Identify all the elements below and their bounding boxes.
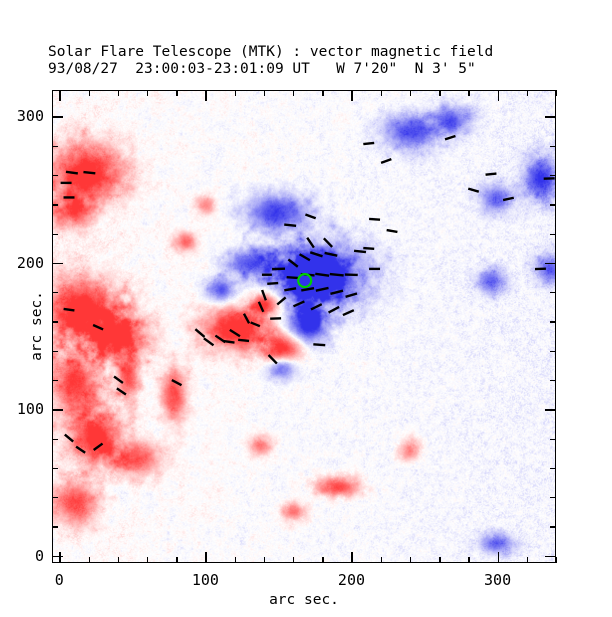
y-tick-60 [52, 467, 58, 470]
x-tick-top-140 [263, 90, 266, 96]
x-tick-280 [468, 557, 470, 563]
x-tick-top-260 [439, 90, 441, 96]
x-tick-top-0 [59, 90, 61, 101]
y-tick-100 [52, 409, 63, 411]
y-tick-label-200: 200 [16, 253, 44, 272]
y-tick-220 [52, 233, 58, 235]
x-tick-top-240 [409, 90, 412, 96]
x-tick-180 [322, 557, 324, 563]
x-tick-220 [380, 557, 383, 563]
y-tick-140 [52, 350, 58, 353]
y-tick-right-180 [550, 292, 556, 294]
x-tick-120 [234, 557, 236, 563]
x-tick-top-180 [322, 90, 324, 96]
y-tick-right-240 [550, 204, 556, 206]
figure-header: Solar Flare Telescope (MTK) : vector mag… [48, 44, 588, 78]
y-tick-160 [52, 321, 58, 323]
x-tick-top-300 [497, 90, 499, 101]
figure-title: Solar Flare Telescope (MTK) : vector mag… [48, 44, 494, 60]
x-tick-260 [439, 557, 441, 563]
magnetogram-image [53, 91, 555, 562]
y-tick-right-0 [545, 555, 556, 558]
x-tick-top-60 [146, 90, 149, 96]
x-tick-60 [146, 557, 149, 563]
y-tick-label-100: 100 [16, 400, 44, 419]
y-tick-20 [52, 526, 58, 528]
y-tick-240 [52, 204, 58, 206]
x-tick-200 [351, 552, 353, 563]
x-tick-top-280 [468, 90, 470, 96]
y-tick-120 [52, 379, 58, 382]
x-tick-label-0: 0 [54, 571, 64, 589]
x-tick-top-120 [234, 90, 236, 96]
y-tick-right-260 [550, 174, 556, 177]
y-tick-right-280 [550, 145, 556, 148]
x-tick-40 [117, 557, 120, 563]
y-tick-right-140 [550, 350, 556, 353]
x-tick-100 [205, 552, 207, 563]
x-tick-20 [88, 557, 90, 563]
y-tick-right-200 [545, 262, 556, 265]
y-tick-260 [52, 174, 58, 177]
x-tick-160 [293, 557, 295, 563]
x-tick-300 [497, 552, 499, 563]
x-tick-top-20 [88, 90, 90, 96]
y-tick-80 [52, 438, 58, 440]
y-tick-label-0: 0 [34, 546, 44, 565]
y-tick-right-20 [550, 526, 556, 528]
x-tick-top-40 [117, 90, 120, 96]
y-tick-right-160 [550, 321, 556, 323]
y-tick-280 [52, 145, 58, 148]
y-tick-right-80 [550, 438, 556, 440]
y-tick-label-300: 300 [16, 107, 44, 126]
y-axis-title: arc sec. [28, 291, 45, 361]
y-tick-right-300 [545, 116, 556, 118]
y-tick-40 [52, 497, 58, 499]
x-tick-top-160 [293, 90, 295, 96]
x-tick-label-300: 300 [484, 571, 512, 589]
y-tick-200 [52, 262, 63, 265]
x-tick-80 [176, 557, 178, 563]
x-tick-top-100 [205, 90, 207, 101]
x-tick-140 [263, 557, 266, 563]
x-tick-label-100: 100 [191, 571, 219, 589]
plot-area [52, 90, 556, 563]
x-tick-top-80 [176, 90, 178, 96]
figure-subtitle: 93/08/27 23:00:03-23:01:09 UT W 7'20" N … [48, 61, 476, 77]
y-tick-right-100 [545, 409, 556, 411]
x-tick-label-200: 200 [337, 571, 366, 589]
x-tick-top-340 [556, 90, 558, 96]
x-tick-340 [556, 557, 558, 563]
x-axis-title: arc sec. [269, 592, 339, 608]
x-tick-320 [526, 557, 529, 563]
y-tick-300 [52, 116, 63, 118]
x-tick-240 [409, 557, 412, 563]
y-tick-right-120 [550, 379, 556, 382]
y-tick-180 [52, 292, 58, 294]
y-tick-right-40 [550, 497, 556, 499]
y-tick-right-60 [550, 467, 556, 470]
x-tick-top-320 [526, 90, 529, 96]
x-tick-top-200 [351, 90, 353, 101]
y-tick-right-220 [550, 233, 556, 235]
x-tick-top-220 [380, 90, 383, 96]
x-tick-0 [59, 552, 61, 563]
y-tick-0 [52, 555, 63, 558]
